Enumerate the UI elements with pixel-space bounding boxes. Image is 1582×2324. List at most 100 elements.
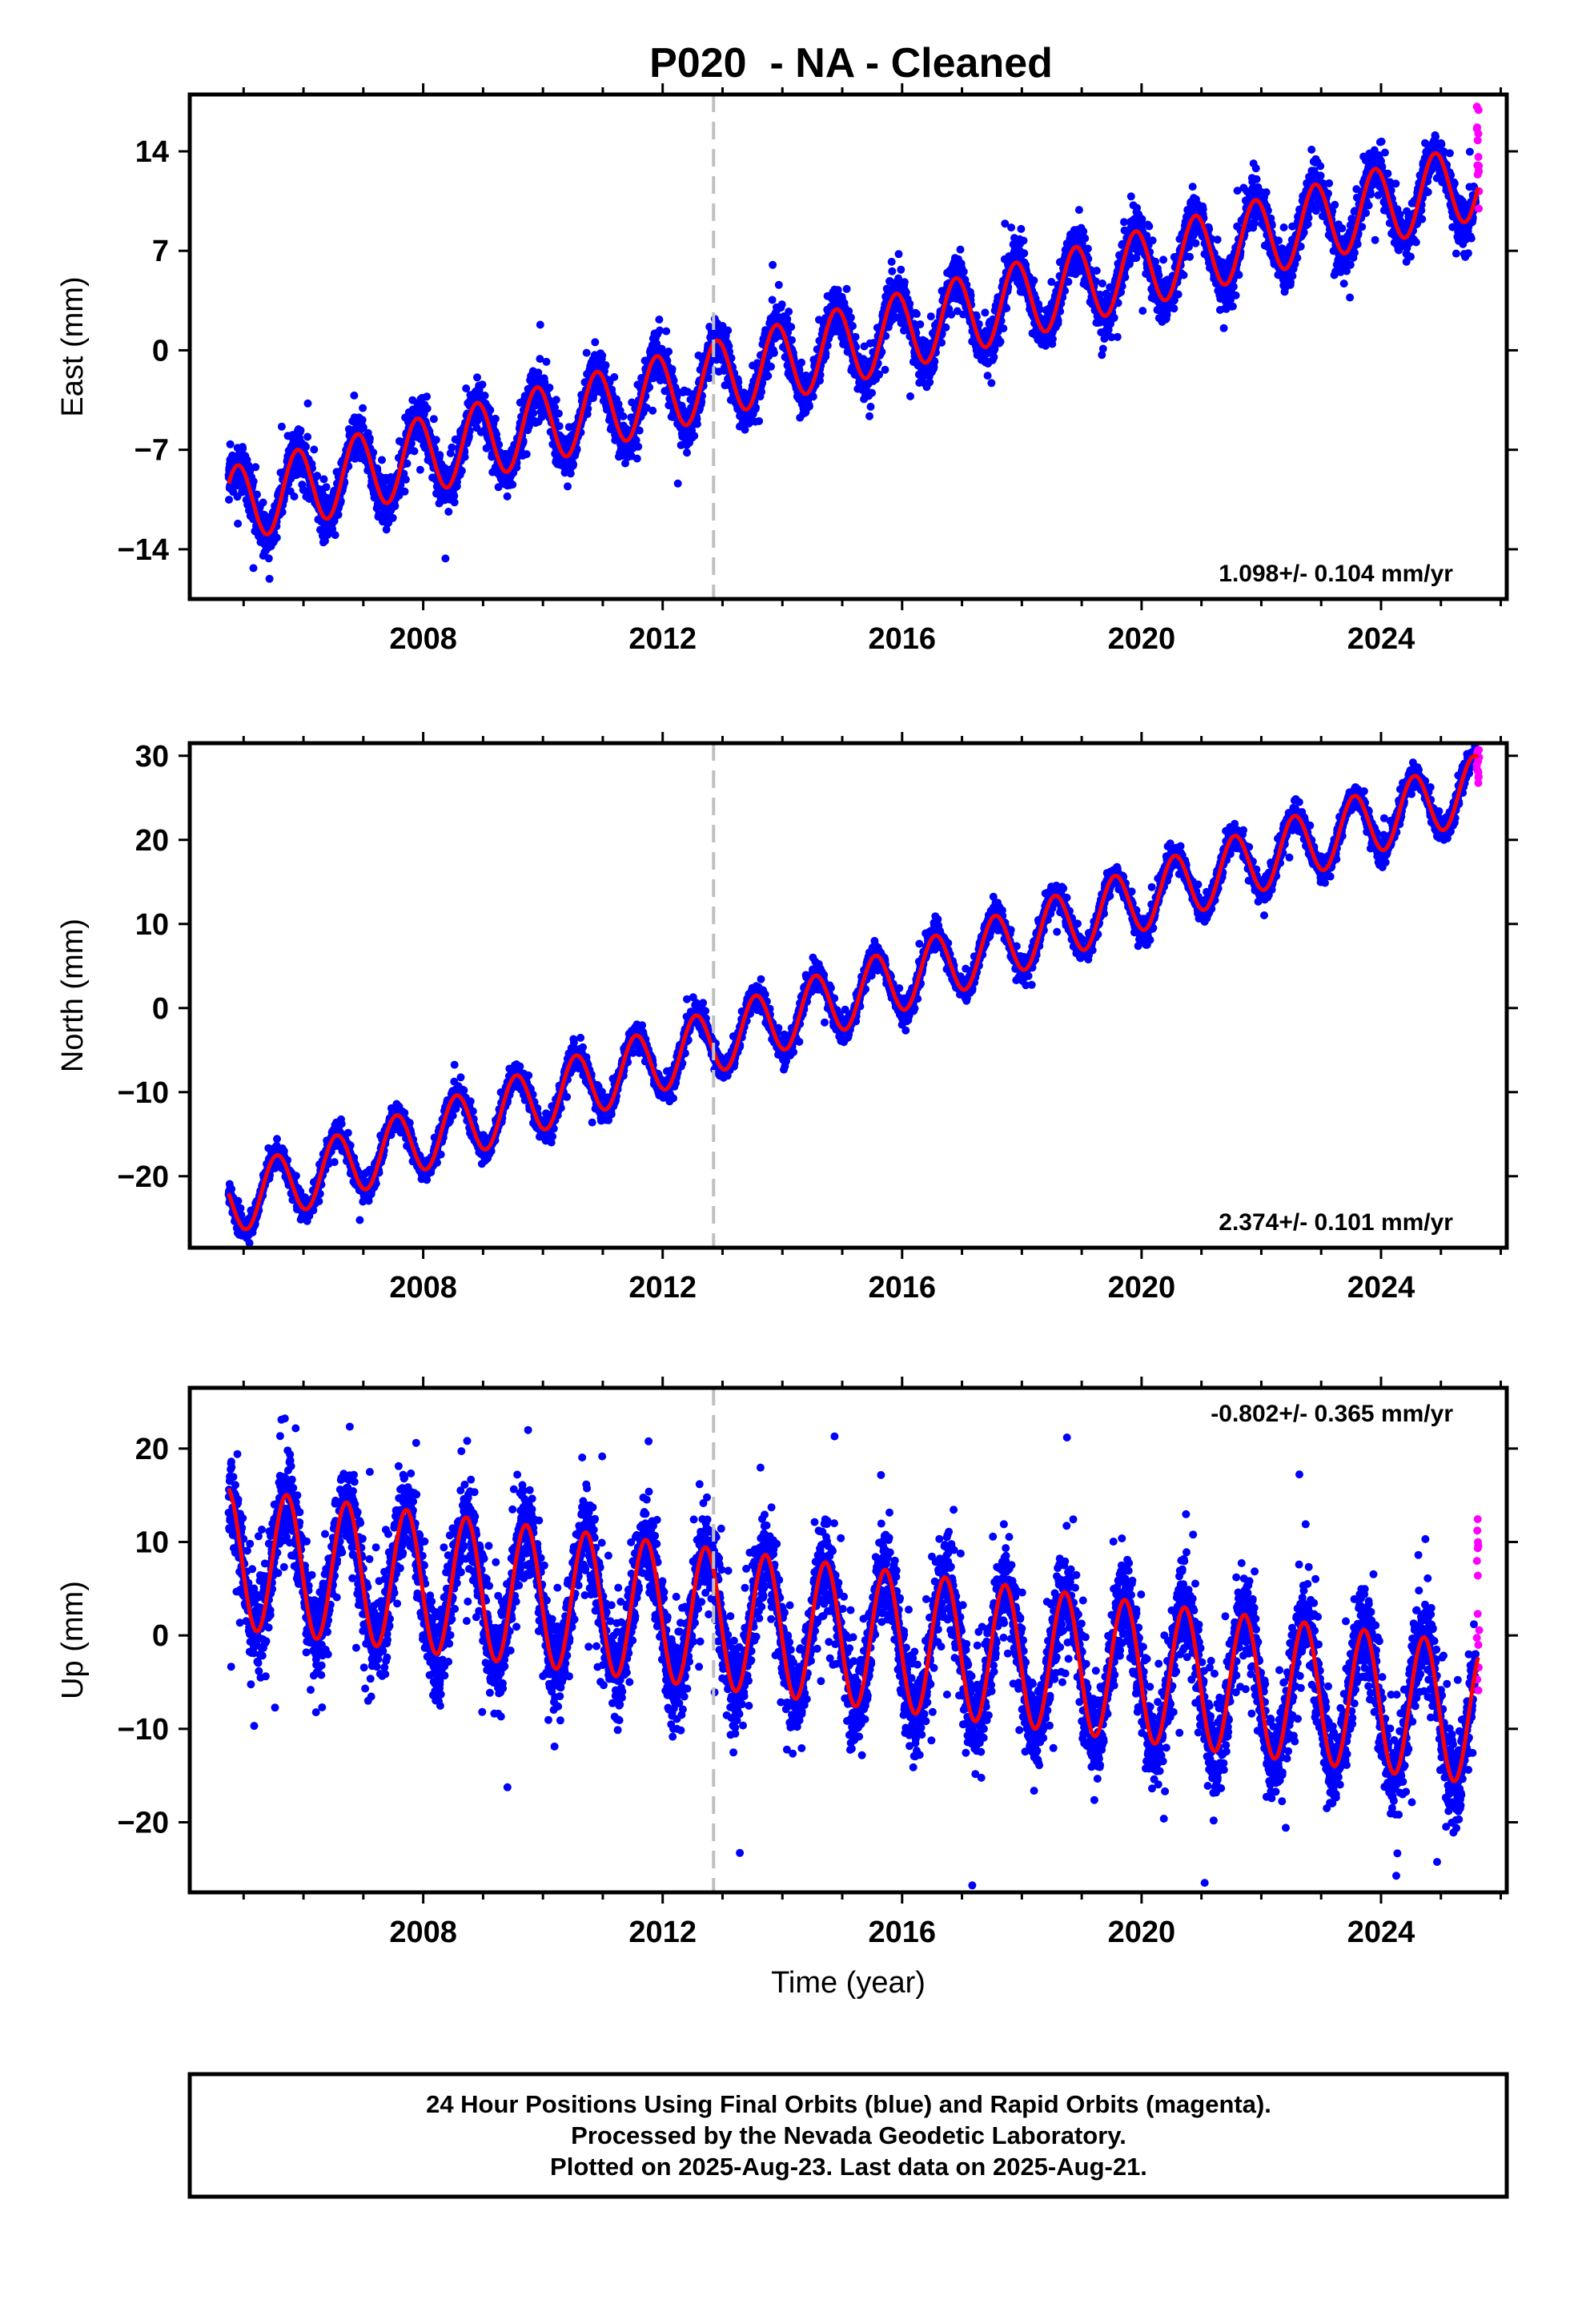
final-orbit-point [788,336,796,344]
final-orbit-point [226,440,235,448]
final-orbit-point [303,399,312,408]
final-orbit-point [322,483,331,492]
final-orbit-point [503,492,512,501]
final-orbit-point [619,412,628,420]
final-orbit-point [797,358,806,367]
final-orbit-point [450,498,459,507]
final-orbit-point [290,493,299,501]
final-orbit-point [601,361,610,369]
final-orbit-point [508,480,517,489]
final-orbit-point [321,537,329,545]
final-orbit-point [480,392,489,400]
final-orbit-point [849,322,857,330]
final-orbit-point [894,250,903,259]
final-orbit-point [249,477,258,486]
final-orbit-point [987,379,996,388]
final-orbit-point [769,348,778,357]
final-orbit-point [441,554,450,563]
final-orbit-point [432,436,440,444]
final-orbit-point [486,406,495,414]
final-orbit-point [302,442,310,451]
final-orbit-point [1017,224,1026,233]
final-orbit-point [1007,223,1016,232]
final-orbit-point [334,510,343,519]
final-orbit-point [1019,236,1028,245]
final-orbit-point [983,372,992,380]
final-orbit-point [881,365,889,374]
final-orbit-point [1030,276,1038,285]
final-orbit-point [809,392,817,401]
final-orbit-point [785,308,793,316]
final-orbit-point [833,286,842,295]
final-orbit-point [752,403,760,412]
final-orbit-point [690,432,699,440]
final-orbit-point [805,402,813,411]
final-orbit-point [942,323,950,332]
final-orbit-point [382,525,391,534]
final-orbit-point [251,463,260,472]
final-orbit-point [635,426,644,435]
final-orbit-point [264,554,273,563]
final-orbit-point [648,406,657,415]
final-orbit-point [842,284,851,293]
final-orbit-point [866,402,875,411]
final-orbit-point [938,338,946,347]
final-orbit-point [554,409,563,418]
final-orbit-point [234,519,243,528]
final-orbit-point [1002,304,1011,312]
final-orbit-point [926,312,935,321]
final-orbit-point [846,313,855,322]
final-orbit-point [359,404,367,412]
final-orbit-point [913,310,921,318]
final-orbit-point [522,450,531,459]
final-orbit-point [239,444,247,453]
final-orbit-points [224,131,1480,583]
final-orbit-point [529,408,538,417]
final-orbit-point [767,362,775,371]
final-orbit-point [777,300,786,309]
final-orbit-point [444,508,453,516]
final-orbit-point [407,439,416,448]
final-orbit-point [634,442,643,451]
final-orbit-point [764,372,773,380]
final-orbit-point [400,487,409,496]
final-orbit-point [416,465,424,474]
final-orbit-point [1020,249,1029,258]
final-orbit-point [724,326,733,335]
final-orbit-point [391,502,400,510]
final-orbit-point [888,267,897,275]
final-orbit-point [787,323,796,332]
final-orbit-point [851,332,860,341]
final-orbit-point [996,337,1005,346]
final-orbit-point [542,357,551,366]
final-orbit-point [401,475,410,484]
final-orbit-point [916,320,925,328]
final-orbit-point [365,434,374,443]
final-orbit-point [491,414,500,423]
final-orbit-point [265,574,274,583]
final-orbit-point [555,422,564,431]
final-orbit-point [457,466,466,475]
final-orbit-point [410,447,419,456]
final-orbit-point [981,308,990,317]
final-orbit-point [956,245,965,254]
final-orbit-point [225,496,233,504]
final-orbit-point [591,338,600,347]
final-orbit-point [277,422,286,431]
final-orbit-point [926,378,934,387]
final-orbit-point [582,348,591,357]
final-orbit-point [693,420,701,428]
final-orbit-point [378,456,386,464]
final-orbit-point [473,373,481,382]
final-orbit-point [278,508,287,517]
final-orbit-point [999,324,1008,333]
final-orbit-point [564,482,572,491]
final-orbit-point [429,415,438,424]
final-orbit-point [655,316,664,324]
final-orbit-point [552,396,560,404]
final-orbit-point [755,416,764,425]
final-orbit-point [313,472,322,480]
final-orbit-point [757,388,766,396]
chart-title: P020 - NA - Cleaned [649,40,1053,86]
